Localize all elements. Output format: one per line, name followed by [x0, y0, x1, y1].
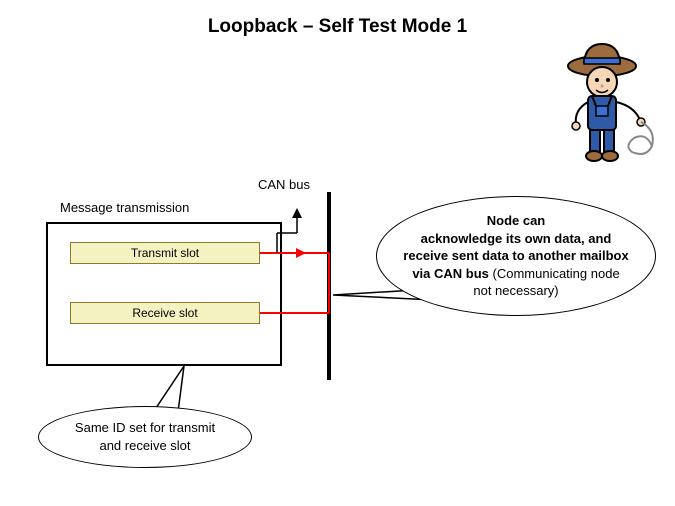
speech-node-ack: Node can acknowledge its own data, and r…: [376, 196, 656, 316]
can-bus-line: [327, 192, 331, 380]
label-message-transmission: Message transmission: [60, 200, 189, 215]
label-can-bus: CAN bus: [258, 177, 310, 192]
transmit-slot-label: Transmit slot: [71, 246, 259, 260]
cowboy-icon: [556, 40, 666, 170]
speech-same-id-text: Same ID set for transmit and receive slo…: [75, 419, 215, 454]
speech-same-id: Same ID set for transmit and receive slo…: [38, 406, 252, 468]
receive-slot: Receive slot: [70, 302, 260, 324]
transmit-slot: Transmit slot: [70, 242, 260, 264]
page-title: Loopback – Self Test Mode 1: [0, 16, 675, 38]
speech-node-ack-text: Node can acknowledge its own data, and r…: [403, 212, 628, 300]
receive-slot-label: Receive slot: [71, 306, 259, 320]
